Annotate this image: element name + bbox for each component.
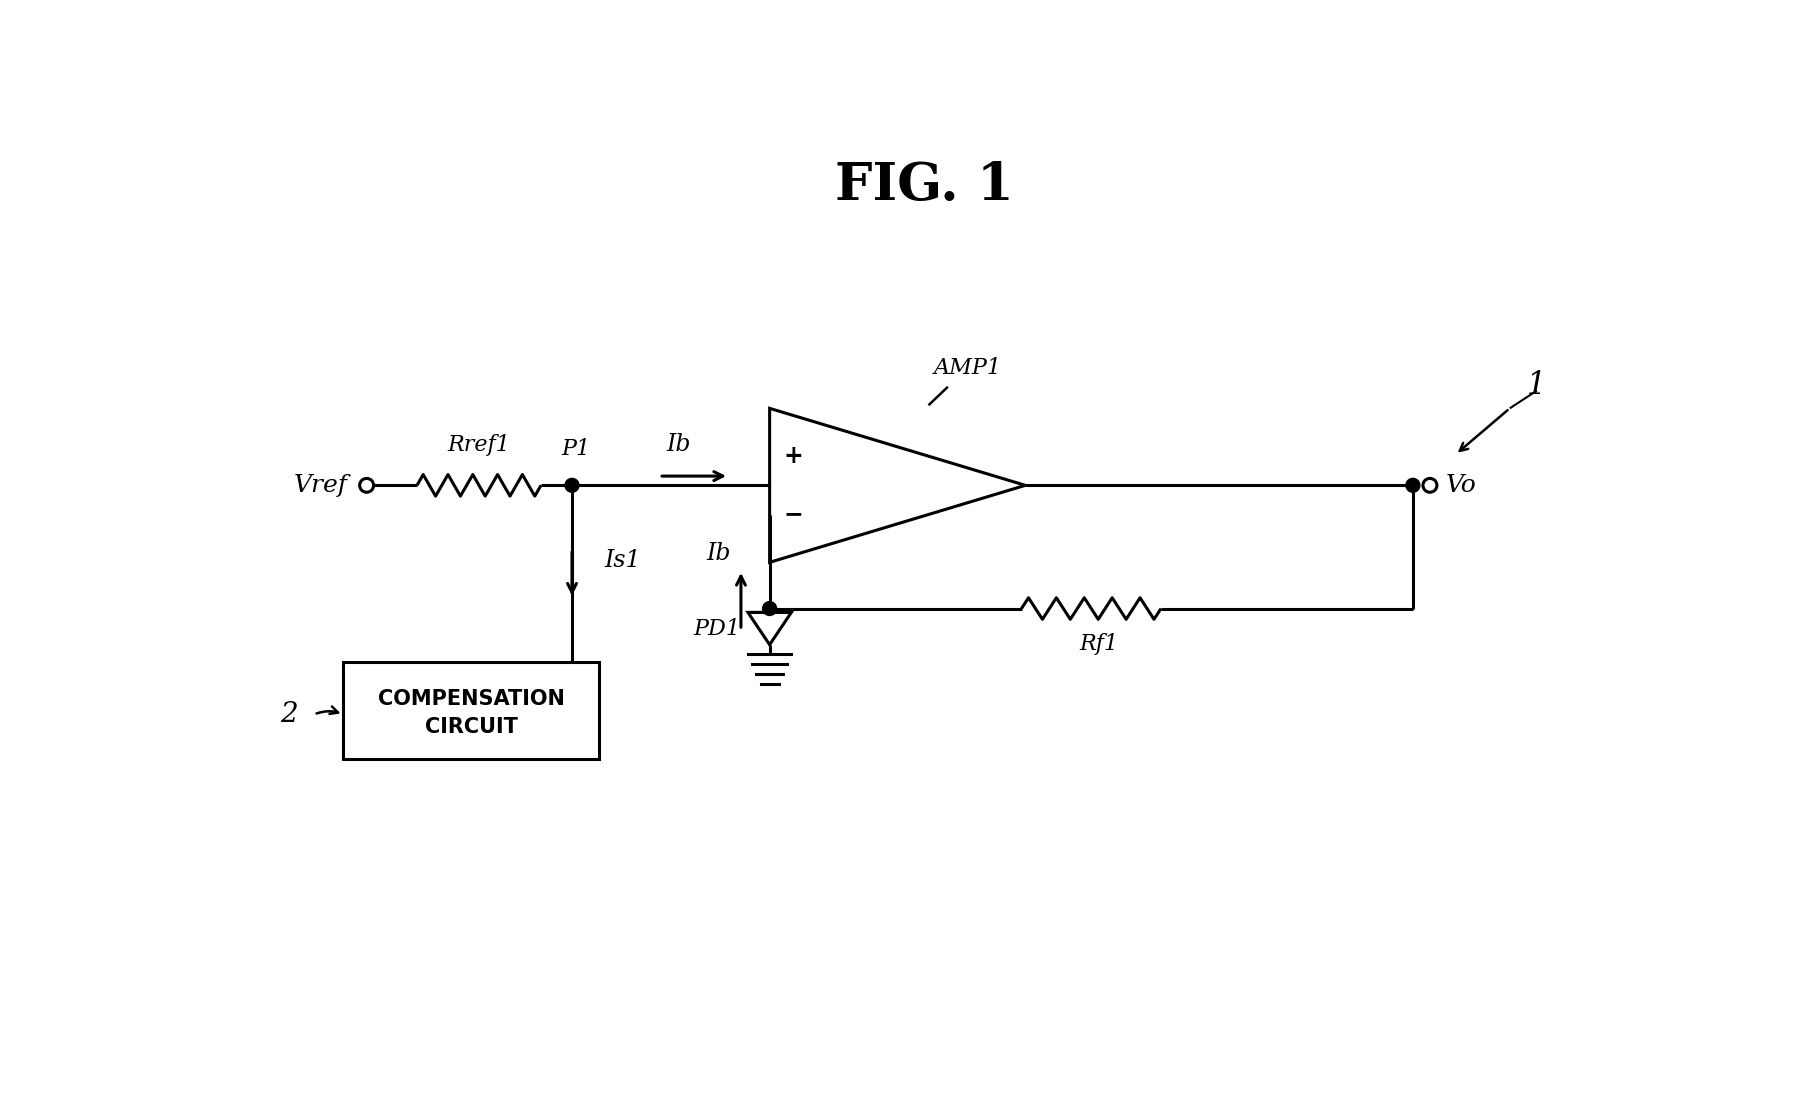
Circle shape [1423, 478, 1437, 493]
Text: +: + [783, 444, 803, 468]
Text: Vref: Vref [293, 474, 347, 497]
Text: P1: P1 [561, 438, 591, 460]
Text: Rref1: Rref1 [447, 434, 511, 456]
Bar [343, 663, 600, 758]
Text: Ib: Ib [667, 433, 690, 456]
Text: −: − [783, 503, 803, 527]
Text: 2: 2 [280, 701, 298, 728]
Text: CIRCUIT: CIRCUIT [425, 717, 518, 737]
Text: Rf1: Rf1 [1079, 633, 1119, 655]
Text: FIG. 1: FIG. 1 [836, 159, 1014, 210]
Text: Vo: Vo [1446, 474, 1475, 497]
Text: 1: 1 [1526, 369, 1546, 400]
Text: Is1: Is1 [605, 548, 641, 572]
Text: PD1: PD1 [692, 617, 740, 639]
Circle shape [565, 478, 580, 493]
Circle shape [763, 602, 776, 615]
Text: Ib: Ib [707, 542, 730, 565]
Circle shape [1406, 478, 1419, 493]
Text: COMPENSATION: COMPENSATION [378, 689, 565, 709]
Circle shape [360, 478, 374, 493]
Text: AMP1: AMP1 [934, 357, 1001, 379]
